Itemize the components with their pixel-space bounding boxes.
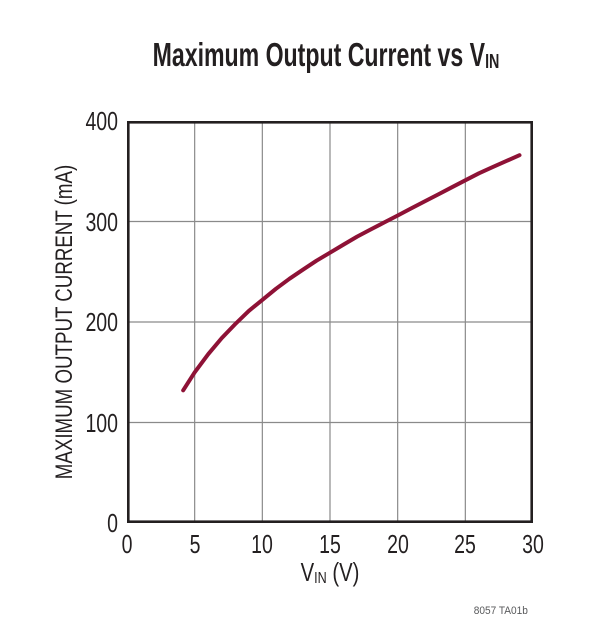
chart-title: Maximum Output Current vs VIN <box>152 36 500 74</box>
x-tick-label: 20 <box>386 529 409 559</box>
chart-title-variable: V <box>469 36 486 73</box>
x-tick-label: 25 <box>454 529 477 559</box>
plot-area <box>126 120 533 523</box>
chart-title-text: Maximum Output Current vs <box>152 36 470 73</box>
x-tick-label: 0 <box>121 529 133 559</box>
x-tick-label: 15 <box>319 529 341 559</box>
x-axis-title-unit: (V) <box>326 557 360 587</box>
x-axis-title-subscript: IN <box>314 568 327 587</box>
x-tick-label: 10 <box>251 529 274 559</box>
y-tick-label: 200 <box>85 307 118 337</box>
y-tick-label: 100 <box>85 407 118 438</box>
figure-caption: 8057 TA01b <box>473 605 528 617</box>
y-tick-label: 0 <box>107 508 118 538</box>
x-tick-label: 5 <box>189 529 201 559</box>
y-tick-label: 300 <box>85 206 118 237</box>
data-curve <box>181 153 522 393</box>
x-axis-title-variable: V <box>300 557 315 587</box>
x-tick-label: 30 <box>522 529 544 559</box>
chart-title-subscript: IN <box>485 50 500 74</box>
plot-frame <box>126 120 533 523</box>
x-axis-title: VIN (V) <box>300 557 360 587</box>
y-tick-label: 400 <box>85 106 118 136</box>
